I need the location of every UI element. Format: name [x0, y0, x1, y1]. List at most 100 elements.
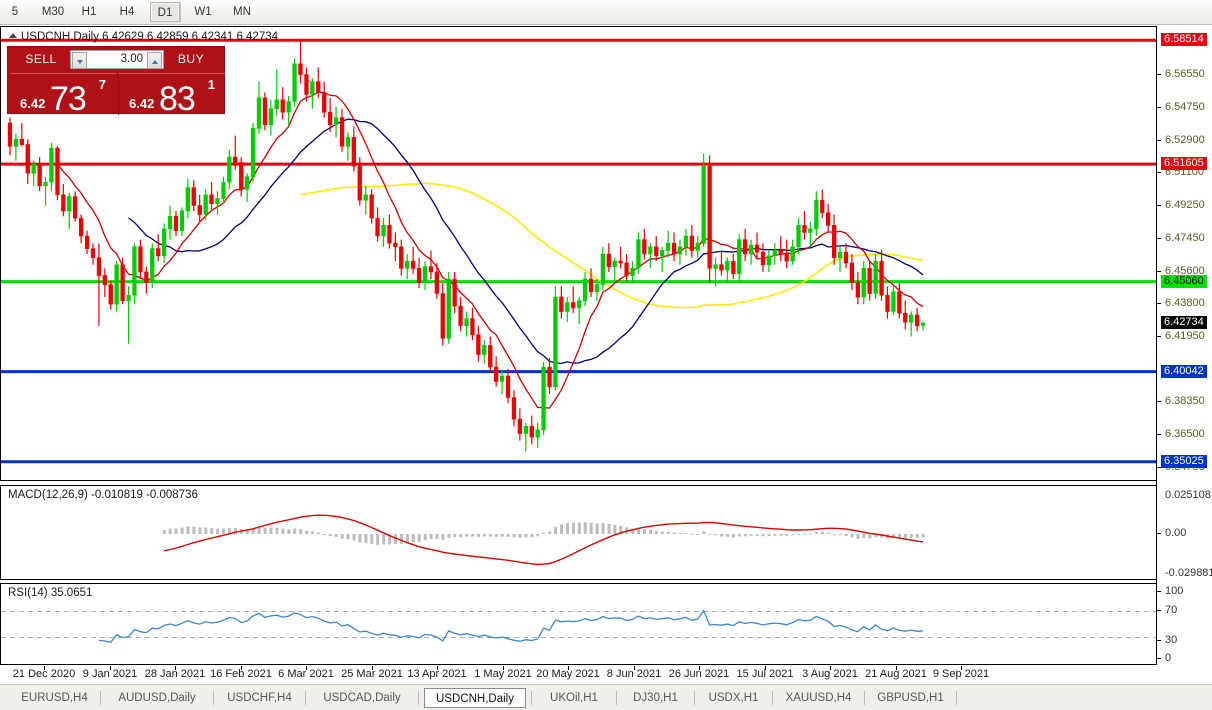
buy-quote[interactable]: 6.42 83 1	[118, 73, 225, 115]
sell-button[interactable]: SELL	[25, 52, 57, 66]
date-tick-label: 16 Feb 2021	[210, 668, 272, 680]
date-tick-label: 28 Jan 2021	[144, 668, 206, 680]
date-tick-label: 20 May 2021	[536, 668, 600, 680]
chart-tab-usdcad[interactable]: USDCAD,Daily	[323, 692, 401, 704]
chart-tab-usdcnh[interactable]: USDCNH,Daily	[424, 688, 526, 708]
rsi-tick-label: 0	[1165, 652, 1172, 664]
price-tick	[1157, 303, 1161, 304]
rsi-indicator-pane[interactable]: RSI(14) 35.0651	[0, 583, 1156, 665]
rsi-tick-label: 70	[1165, 604, 1178, 616]
tab-separator	[213, 691, 214, 705]
price-tick	[1157, 172, 1161, 173]
price-level-badge-blue[interactable]: 6.40042	[1161, 365, 1207, 378]
date-tick-label: 9 Jan 2021	[82, 668, 138, 680]
chart-window: USDCNH,Daily 6.42629 6.42859 6.42341 6.4…	[0, 26, 1212, 683]
one-click-trade-panel[interactable]: SELL 3.00 BUY 6.42 73 7 6.42 83 1	[7, 46, 225, 115]
date-tick	[44, 666, 45, 670]
date-tick-label: 21 Aug 2021	[865, 668, 927, 680]
timeframe-mn[interactable]: MN	[233, 6, 251, 18]
chart-tab-audusd[interactable]: AUDUSD,Daily	[118, 692, 196, 704]
price-tick	[1157, 336, 1161, 337]
date-tick	[765, 666, 766, 670]
date-tick	[961, 666, 962, 670]
date-tick-label: 26 Jun 2021	[668, 668, 730, 680]
price-tick	[1157, 205, 1161, 206]
price-chart-pane[interactable]: USDCNH,Daily 6.42629 6.42859 6.42341 6.4…	[0, 26, 1156, 481]
date-tick	[372, 666, 373, 670]
timeframe-w1[interactable]: W1	[194, 6, 212, 18]
date-tick	[110, 666, 111, 670]
rsi-tick-label: 30	[1165, 634, 1178, 646]
timeframe-h1[interactable]: H1	[81, 6, 97, 18]
tab-separator	[616, 691, 617, 705]
buy-price-prefix: 6.42	[129, 96, 155, 111]
macd-tick-label: 0.00	[1165, 527, 1187, 539]
tab-separator	[956, 691, 957, 705]
date-tick-label: 21 Dec 2020	[12, 668, 76, 680]
chart-tab-gbpusd[interactable]: GBPUSD,H1	[877, 692, 944, 704]
price-tick-label: 6.36500	[1165, 428, 1205, 440]
price-level-badge-red[interactable]: 6.51605	[1161, 157, 1207, 170]
tab-separator	[694, 691, 695, 705]
chart-tab-usdchf[interactable]: USDCHF,H4	[227, 692, 292, 704]
sell-price-main: 73	[50, 80, 87, 115]
volume-value: 3.00	[120, 53, 143, 65]
macd-tick-label: 0.025108	[1165, 489, 1211, 501]
buy-price-fraction: 1	[207, 77, 215, 92]
date-tick	[568, 666, 569, 670]
date-tick-label: 9 Sep 2021	[932, 668, 990, 680]
collapse-arrow-icon[interactable]	[9, 33, 17, 38]
date-tick	[306, 666, 307, 670]
price-tick-label: 6.56550	[1165, 68, 1205, 80]
price-level-badge-green[interactable]: 6.45060	[1161, 275, 1207, 288]
timeframe-toolbar: 5 M30 H1 H4 D1 W1 MN	[0, 0, 1212, 25]
timeframe-d1[interactable]: D1	[150, 2, 180, 22]
timeframe-5[interactable]: 5	[11, 6, 19, 18]
chart-tab-dj30[interactable]: DJ30,H1	[633, 692, 678, 704]
chart-symbol-text: USDCNH,Daily 6.42629 6.42859 6.42341 6.4…	[21, 31, 279, 43]
price-tick-label: 6.45600	[1165, 265, 1205, 277]
date-tick	[634, 666, 635, 670]
price-tick-label: 6.54750	[1165, 101, 1205, 113]
date-tick	[437, 666, 438, 670]
date-tick	[175, 666, 176, 670]
timeframe-h4[interactable]: H4	[119, 6, 135, 18]
price-tick	[1157, 238, 1161, 239]
date-tick	[503, 666, 504, 670]
sell-price-fraction: 7	[98, 77, 106, 92]
tab-separator	[531, 691, 532, 705]
price-level-badge-red[interactable]: 6.58514	[1161, 33, 1207, 46]
date-tick-label: 3 Aug 2021	[802, 668, 858, 680]
volume-decrease-button[interactable]	[72, 52, 87, 69]
price-tick-label: 6.43800	[1165, 297, 1205, 309]
price-tick	[1157, 74, 1161, 75]
chart-symbol-header: USDCNH,Daily 6.42629 6.42859 6.42341 6.4…	[9, 31, 278, 43]
chart-tab-usdx[interactable]: USDX,H1	[708, 692, 759, 704]
timeframe-m30[interactable]: M30	[41, 6, 65, 18]
price-tick	[1157, 467, 1161, 468]
date-tick-label: 13 Apr 2021	[407, 668, 467, 680]
price-level-badge-black[interactable]: 6.42734	[1161, 316, 1207, 329]
chart-tab-ukoil[interactable]: UKOil,H1	[550, 692, 598, 704]
volume-increase-button[interactable]	[147, 52, 162, 69]
rsi-tick	[1157, 658, 1161, 659]
chevron-up-icon	[152, 60, 158, 64]
date-tick-label: 15 Jul 2021	[736, 668, 794, 680]
macd-indicator-pane[interactable]: MACD(12,26,9) -0.010819 -0.008736	[0, 485, 1156, 580]
price-level-badge-blue[interactable]: 6.35025	[1161, 455, 1207, 468]
tab-separator	[418, 691, 419, 705]
volume-stepper[interactable]: 3.00	[70, 50, 164, 69]
date-tick-label: 6 Mar 2021	[278, 668, 334, 680]
date-tick-label: 1 May 2021	[474, 668, 532, 680]
sell-quote[interactable]: 6.42 73 7	[10, 73, 116, 115]
rsi-tick	[1157, 610, 1161, 611]
tab-separator	[100, 691, 101, 705]
date-tick	[241, 666, 242, 670]
chart-tab-eurusd[interactable]: EURUSD,H4	[21, 692, 88, 704]
chart-tab-xauusd[interactable]: XAUUSD,H4	[785, 692, 852, 704]
tab-separator	[305, 691, 306, 705]
buy-button[interactable]: BUY	[177, 52, 205, 66]
macd-tick-label: -0.029881	[1165, 567, 1212, 579]
rsi-header-label: RSI(14) 35.0651	[8, 587, 93, 599]
price-axis[interactable]: 6.56550 6.54750 6.52900 6.51100 6.49250 6.474…	[1156, 26, 1212, 665]
